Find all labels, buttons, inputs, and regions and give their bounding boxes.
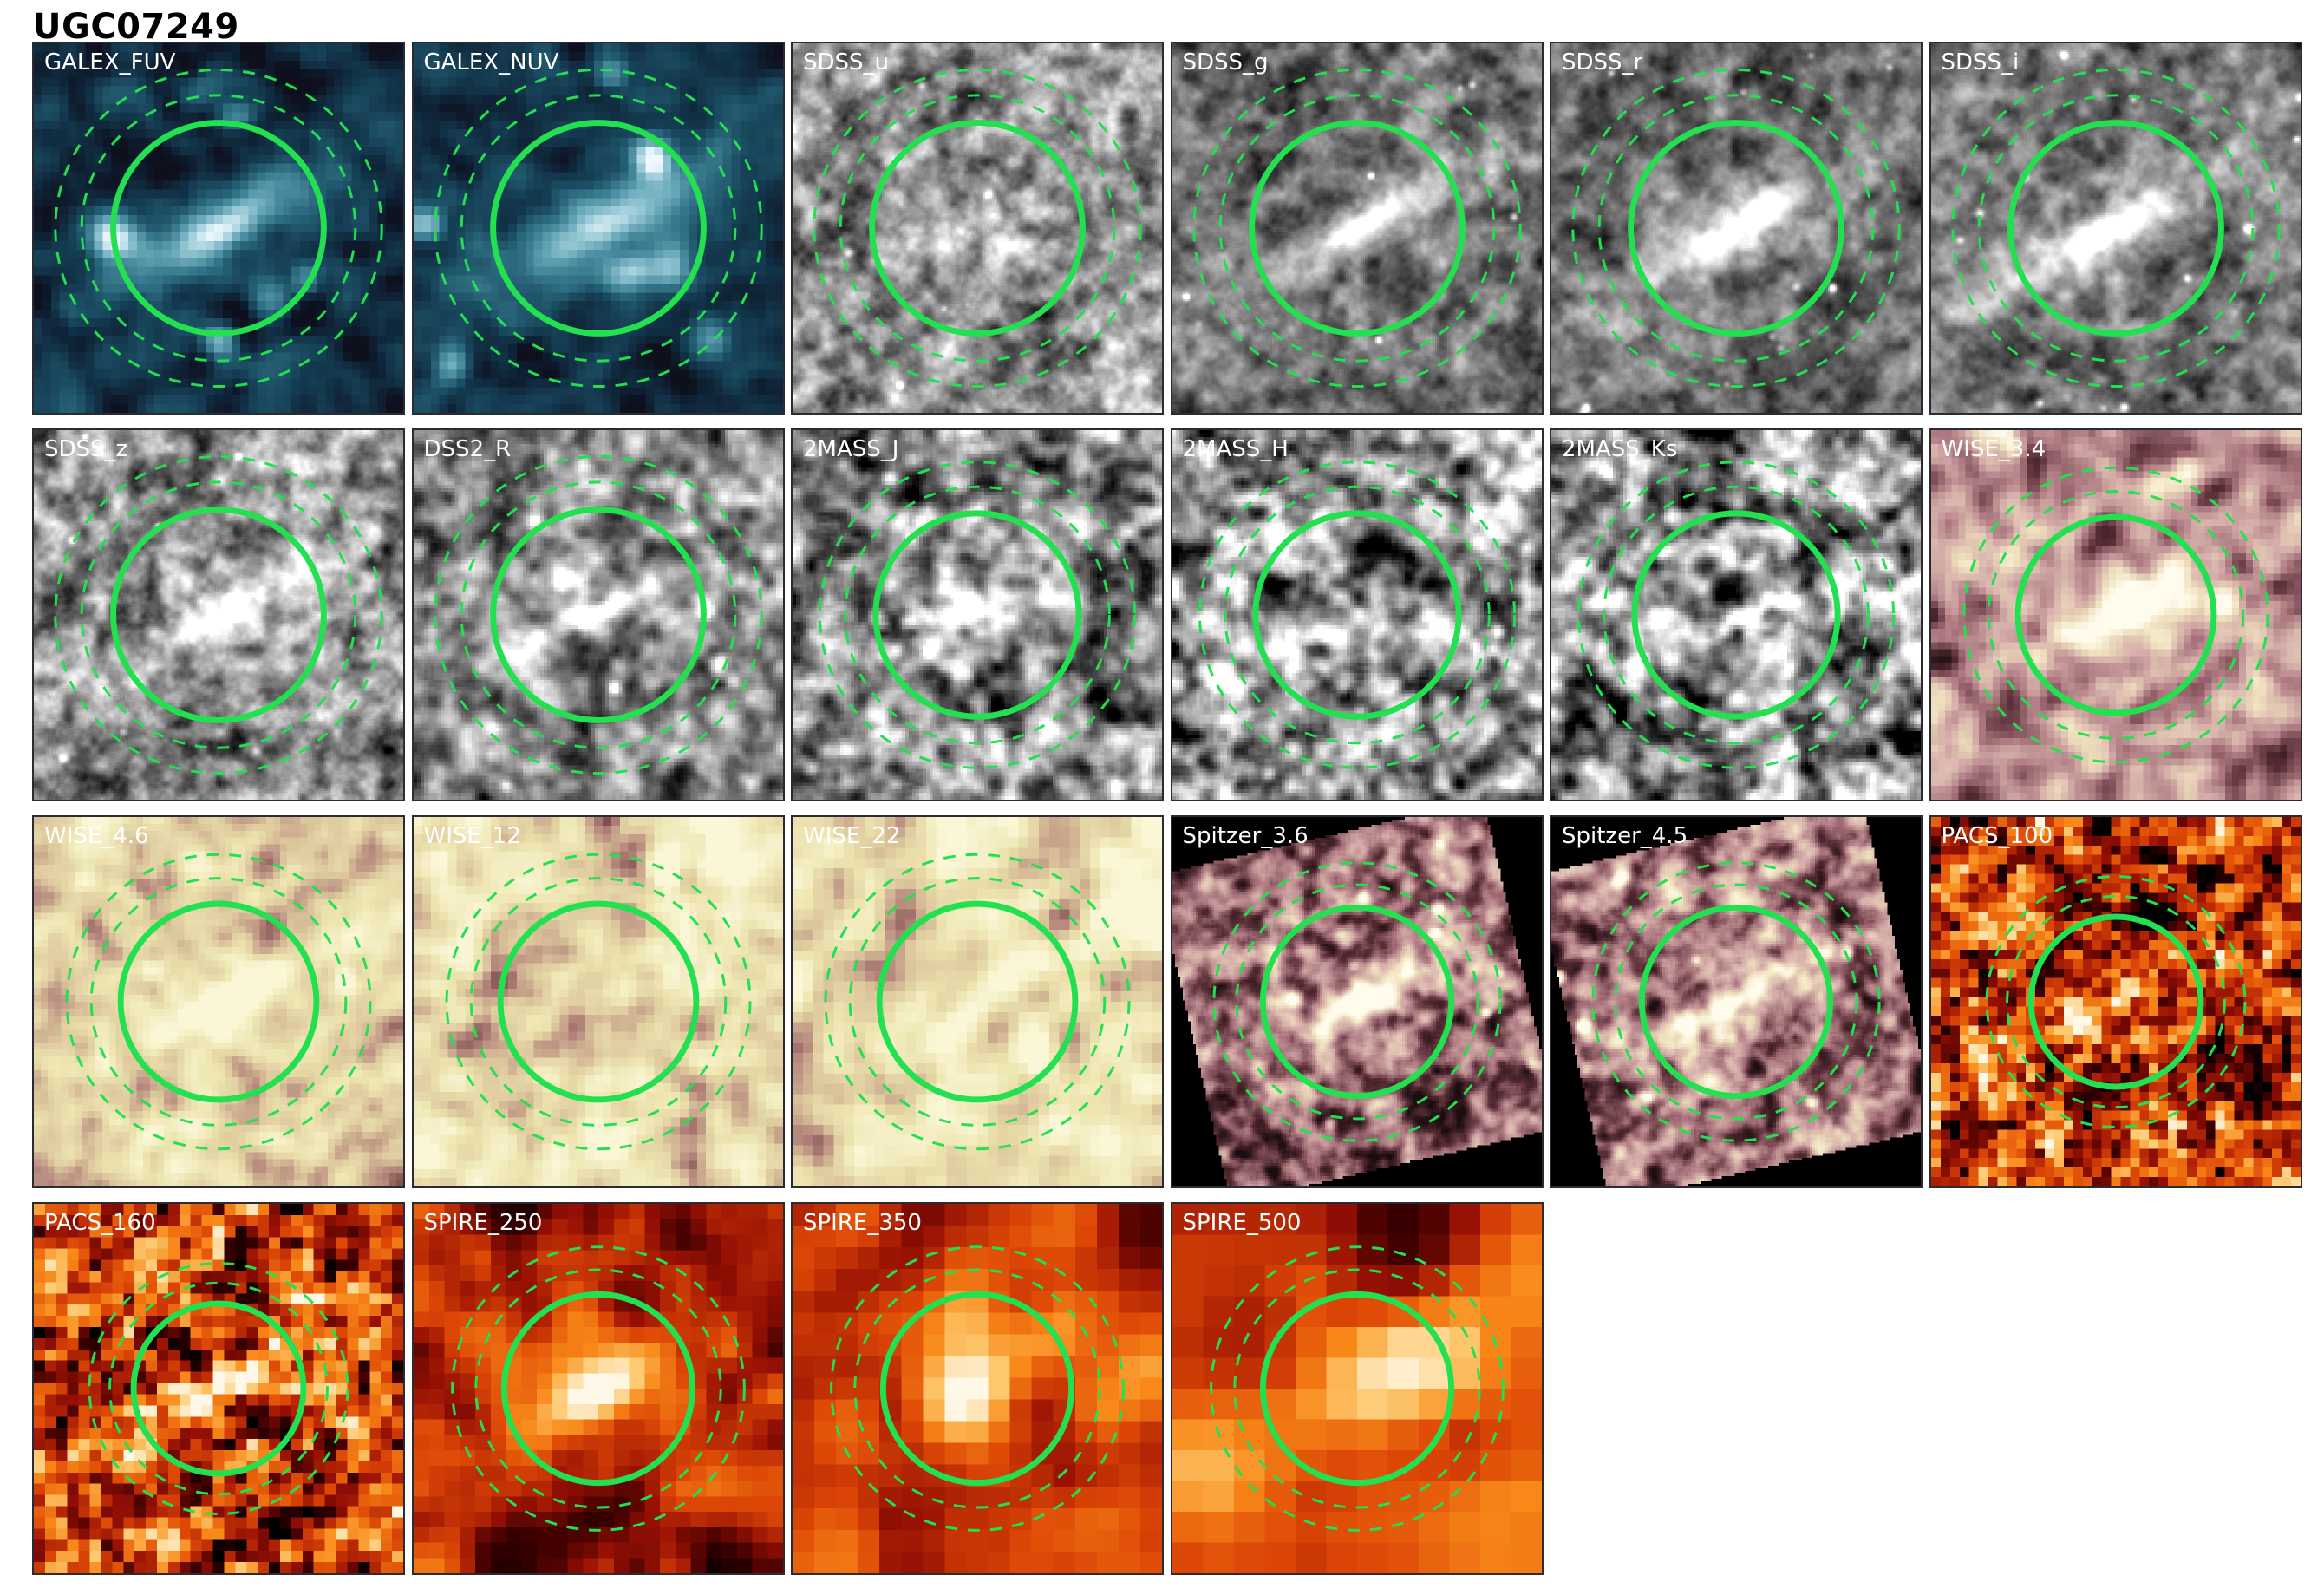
sky-image [793,430,1162,800]
sky-image [1930,43,2301,413]
sky-image [1172,817,1542,1186]
panel-band-label: SDSS_r [1562,49,1643,75]
panel-band-label: GALEX_FUV [44,49,176,75]
sky-image [413,43,783,413]
cutout-panel-sdss-r[interactable]: SDSS_r [1550,42,1923,415]
cutout-panel-dss2-r[interactable]: DSS2_R [411,428,785,801]
cutout-panel-2mass-h[interactable]: 2MASS_H [1170,428,1544,801]
panel-band-label: WISE_3.4 [1941,436,2047,462]
sky-image [34,1204,403,1573]
panel-band-label: PACS_100 [1941,823,2053,849]
panel-band-label: DSS2_R [423,436,512,462]
cutout-panel-spire-500[interactable]: SPIRE_500 [1170,1202,1544,1575]
panel-band-label: SPIRE_250 [423,1210,543,1236]
panel-band-label: PACS_160 [44,1210,156,1236]
sky-image [413,430,783,800]
sky-image [1172,430,1542,800]
cutout-panel-sdss-i[interactable]: SDSS_i [1929,42,2302,415]
sky-image [413,1204,783,1573]
cutout-panel-pacs-160[interactable]: PACS_160 [32,1202,405,1575]
sky-image [1172,43,1542,413]
cutout-panel-sdss-g[interactable]: SDSS_g [1170,42,1544,415]
panel-band-label: WISE_12 [423,823,521,849]
sky-image [793,1204,1162,1573]
sky-image [1551,430,1921,800]
sky-image [793,817,1162,1186]
cutout-panel-spire-350[interactable]: SPIRE_350 [791,1202,1164,1575]
cutout-panel-spire-250[interactable]: SPIRE_250 [411,1202,785,1575]
sky-image [34,817,403,1186]
panel-band-label: WISE_22 [803,823,901,849]
panel-band-label: SDSS_u [803,49,890,75]
panel-band-label: Spitzer_3.6 [1182,823,1309,849]
sky-image [413,817,783,1186]
cutout-panel-spitzer-4-5[interactable]: Spitzer_4.5 [1550,815,1923,1188]
panel-band-label: WISE_4.6 [44,823,149,849]
panel-band-label: Spitzer_4.5 [1562,823,1688,849]
sky-image [1930,430,2301,800]
sky-image [1172,1204,1542,1573]
cutout-panel-pacs-100[interactable]: PACS_100 [1929,815,2302,1188]
cutout-panel-wise-12[interactable]: WISE_12 [411,815,785,1188]
cutout-panel-sdss-z[interactable]: SDSS_z [32,428,405,801]
cutout-panel-galex-nuv[interactable]: GALEX_NUV [411,42,785,415]
cutout-panel-2mass-ks[interactable]: 2MASS_Ks [1550,428,1923,801]
cutout-panel-wise-3-4[interactable]: WISE_3.4 [1929,428,2302,801]
cutout-panel-spitzer-3-6[interactable]: Spitzer_3.6 [1170,815,1544,1188]
panel-band-label: SDSS_z [44,436,128,462]
cutout-panel-sdss-u[interactable]: SDSS_u [791,42,1164,415]
sky-image [1551,817,1921,1186]
page-title: UGC07249 [33,7,239,47]
panel-band-label: GALEX_NUV [423,49,559,75]
panel-band-label: SDSS_i [1941,49,2020,75]
cutout-grid: GALEX_FUV GALEX_NUV SDSS_u SDSS_g SDSS_r SDSS… [0,42,2324,1595]
cutout-panel-wise-4-6[interactable]: WISE_4.6 [32,815,405,1188]
sky-image [34,43,403,413]
panel-band-label: SPIRE_350 [803,1210,922,1236]
panel-band-label: 2MASS_J [803,436,899,462]
sky-image [34,430,403,800]
sky-image [1551,43,1921,413]
cutout-panel-galex-fuv[interactable]: GALEX_FUV [32,42,405,415]
panel-band-label: 2MASS_H [1182,436,1289,462]
panel-band-label: SPIRE_500 [1182,1210,1302,1236]
panel-band-label: 2MASS_Ks [1562,436,1678,462]
cutout-panel-wise-22[interactable]: WISE_22 [791,815,1164,1188]
cutout-panel-2mass-j[interactable]: 2MASS_J [791,428,1164,801]
panel-band-label: SDSS_g [1182,49,1269,75]
sky-image [793,43,1162,413]
sky-image [1930,817,2301,1186]
